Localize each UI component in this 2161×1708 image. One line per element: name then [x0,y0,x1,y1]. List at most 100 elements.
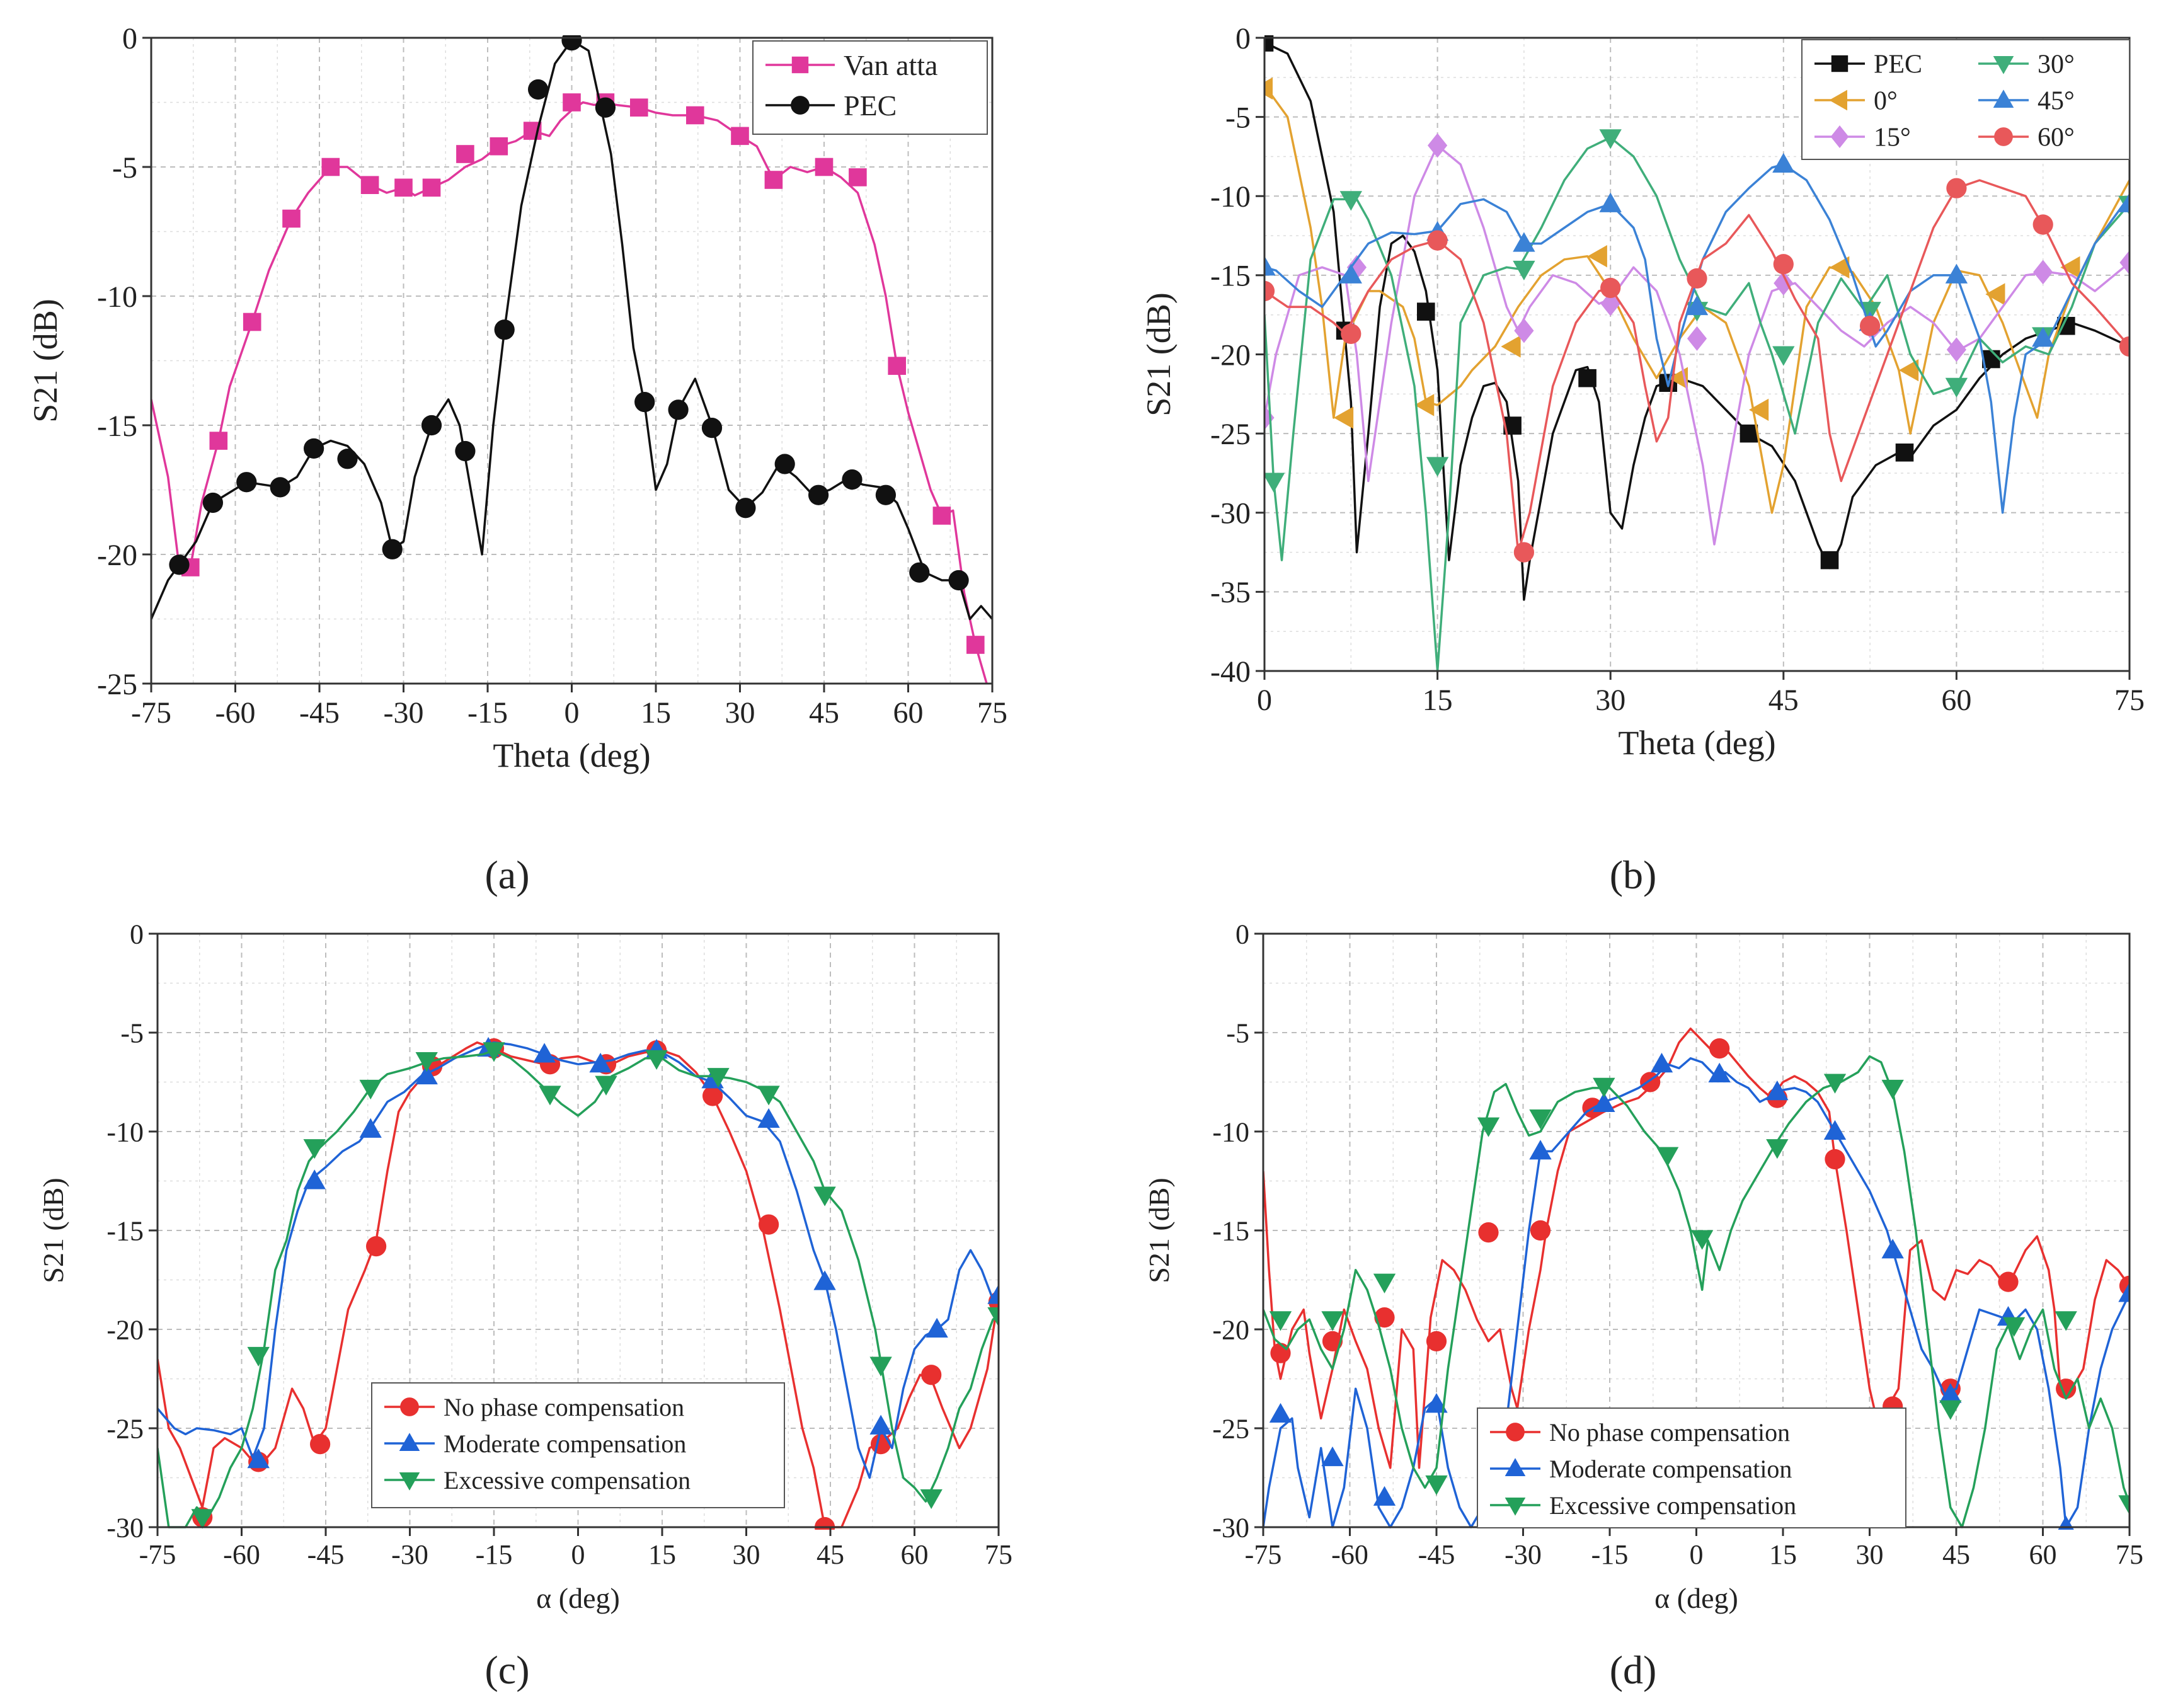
data-marker [2118,1282,2129,1302]
data-marker [1341,323,1361,344]
legend-marker [1831,55,1849,72]
legend-label: 60° [2038,123,2075,152]
data-marker [1264,280,1275,302]
x-tick-label: 75 [985,1539,1012,1570]
data-marker [645,1050,668,1070]
data-marker [1264,77,1273,100]
x-tick-label: 45 [817,1539,844,1570]
data-marker [987,1284,999,1304]
data-marker [813,1186,836,1206]
data-marker [1687,268,1707,289]
data-marker [757,1108,780,1128]
x-tick-label: -75 [139,1539,176,1570]
data-marker [1513,260,1535,281]
legend-marker [1505,1498,1526,1516]
data-marker [1426,1331,1447,1351]
y-tick-label: -30 [1212,1512,1249,1543]
x-tick-label: -45 [299,696,340,730]
x-tick-label: 75 [2114,684,2145,717]
data-marker [668,399,689,420]
x-tick-label: 30 [1595,684,1625,717]
data-marker [494,319,515,340]
data-marker [202,492,224,513]
y-tick-label: -5 [112,151,137,185]
legend-label: 30° [2038,50,2075,79]
x-axis-label: Theta (deg) [493,737,650,774]
x-tick-label: 60 [1941,684,1971,717]
data-marker [421,415,442,436]
data-marker [1477,1117,1500,1137]
y-tick-label: -40 [1210,655,1251,689]
data-marker [920,1489,943,1510]
data-marker [483,1042,505,1062]
data-marker [1823,1120,1847,1140]
legend-marker [1506,1423,1525,1441]
data-marker [1513,232,1535,252]
data-marker [360,176,379,194]
data-marker [1709,1038,1730,1059]
data-marker [563,93,581,112]
legend-label: Moderate compensation [444,1430,686,1458]
legend: No phase compensation Moderate compensati… [371,1382,785,1508]
x-tick-label: -15 [467,696,508,730]
y-tick-label: -10 [1212,1116,1249,1147]
x-tick-label: 30 [1856,1539,1884,1570]
y-tick-label: -25 [97,668,137,701]
x-tick-label: 45 [1942,1539,1970,1570]
x-tick-label: 15 [648,1539,676,1570]
data-marker [842,469,863,490]
y-tick-label: -15 [1210,260,1251,293]
legend-marker [1829,89,1847,111]
data-marker [813,1270,836,1290]
data-marker [1514,318,1534,343]
data-marker [1478,1222,1499,1243]
y-tick-label: -20 [97,539,137,572]
data-marker [1945,263,1968,284]
data-marker [337,449,358,469]
data-marker [1374,1307,1395,1328]
y-axis-label: S21 (dB) [1143,1178,1175,1283]
panel-label: (d) [1610,1648,1657,1692]
legend-marker [399,1472,420,1491]
legend-box [752,40,988,135]
data-marker [1321,1311,1344,1331]
panel-a: -75 -60 -45 -30 -15 0 15 30 45 60 75 0 -5 -10 -15 -20 -2… [26,22,1007,897]
data-marker [1269,1311,1292,1331]
y-tick-label: -5 [1226,1017,1249,1048]
data-marker [490,137,508,156]
series-line-excessive-compensation [1263,1055,2129,1528]
data-marker [948,570,969,591]
x-tick-label: -45 [307,1539,345,1570]
data-marker [1772,152,1795,173]
y-tick-label: -25 [1212,1413,1249,1444]
legend: Van atta PEC [752,40,988,135]
series-group [1263,1027,2129,1530]
data-marker [236,472,257,493]
x-tick-label: 45 [1768,684,1799,717]
data-marker [1425,1393,1448,1413]
y-tick-label: -15 [1212,1215,1249,1246]
data-marker [422,178,441,197]
x-tick-label: 0 [1257,684,1272,717]
x-axis-label: Theta (deg) [1618,724,1775,762]
y-tick-label: -25 [1210,418,1251,451]
data-marker [1414,394,1435,416]
data-marker [1373,1273,1396,1293]
y-tick-label: -15 [106,1215,144,1246]
series-group [158,1036,999,1530]
data-marker [1859,316,1881,336]
data-marker [869,1414,892,1435]
legend-label: Excessive compensation [1549,1491,1796,1520]
data-marker [1339,191,1362,211]
data-marker [247,1448,270,1469]
data-marker [686,106,704,125]
legend-marker [791,96,810,115]
series-line-45- [1264,163,2129,514]
data-marker [1529,1109,1552,1130]
data-marker [869,1356,892,1377]
data-marker [630,98,648,117]
y-tick-label: -35 [1210,576,1251,609]
y-axis-label: S21 (dB) [26,299,64,423]
data-marker [1773,254,1794,275]
data-marker [1427,230,1448,251]
